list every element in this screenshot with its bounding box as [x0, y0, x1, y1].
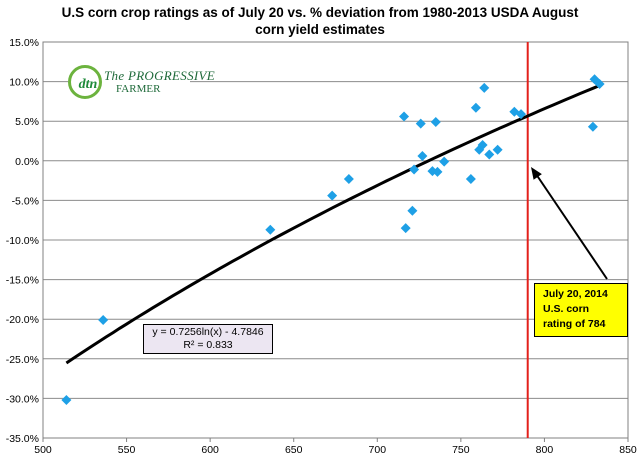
dtn-logo-mark: dtn [78, 77, 98, 92]
trendline-equation: y = 0.7256ln(x) - 4.7846 [152, 326, 264, 338]
data-point [492, 144, 503, 155]
chart-title: U.S corn crop ratings as of July 20 vs. … [20, 4, 620, 38]
callout-line3: rating of 784 [543, 318, 606, 330]
data-points [61, 74, 605, 405]
data-point [399, 111, 410, 122]
data-point [415, 118, 426, 129]
dtn-logo-icon: dtn [68, 65, 102, 99]
x-tick-label: 850 [619, 444, 637, 456]
data-point [430, 116, 441, 127]
y-tick-label: -5.0% [12, 195, 39, 207]
chart-title-line1: U.S corn crop ratings as of July 20 vs. … [61, 5, 579, 20]
data-point [432, 166, 443, 177]
y-tick-label: -10.0% [6, 235, 39, 247]
data-point [409, 164, 420, 175]
data-point [98, 314, 109, 325]
x-tick-label: 700 [369, 444, 387, 456]
y-axis-ticks: -35.0% -30.0% -25.0% -20.0% -15.0% -10.0% -5.0… [6, 37, 39, 445]
logo-text-line2: FARMER [116, 83, 161, 95]
data-point [439, 156, 450, 167]
data-point [343, 174, 354, 185]
callout-line1: July 20, 2014 [543, 288, 608, 300]
data-point [594, 78, 605, 89]
x-tick-label: 800 [536, 444, 554, 456]
dtn-progressive-farmer-logo: dtn The PROGRESSIVE FARMER [68, 64, 215, 102]
data-point [265, 224, 276, 235]
data-point [465, 174, 476, 185]
y-tick-label: -25.0% [6, 354, 39, 366]
x-tick-label: 550 [118, 444, 136, 456]
y-tick-label: 10.0% [9, 77, 39, 89]
data-point [484, 149, 495, 160]
data-point [477, 139, 488, 150]
y-tick-label: -20.0% [6, 314, 39, 326]
data-point [516, 109, 527, 120]
x-tick-label: 600 [201, 444, 219, 456]
trendline-equation-box: y = 0.7256ln(x) - 4.7846 R² = 0.833 [143, 324, 273, 354]
rating-callout-box: July 20, 2014 U.S. corn rating of 784 [534, 283, 628, 337]
trendline [65, 84, 601, 365]
x-axis-ticks: 500 550 600 650 700 750 800 850 [34, 438, 637, 456]
y-tick-label: -35.0% [6, 433, 39, 445]
r-squared: R² = 0.833 [183, 339, 233, 351]
y-tick-label: 0.0% [15, 156, 39, 168]
y-tick-label: 5.0% [15, 116, 39, 128]
data-point [470, 102, 481, 113]
data-point [61, 394, 72, 405]
logo-text-line1: The PROGRESSIVE [104, 68, 216, 83]
data-point [417, 151, 428, 162]
data-point [400, 223, 411, 234]
data-point [327, 190, 338, 201]
x-tick-label: 650 [285, 444, 303, 456]
callout-line2: U.S. corn [543, 303, 590, 315]
data-point [407, 205, 418, 216]
data-point [587, 121, 598, 132]
x-tick-label: 500 [34, 444, 52, 456]
chart-title-line2: corn yield estimates [255, 22, 385, 37]
y-tick-label: -15.0% [6, 275, 39, 287]
callout-arrow [531, 167, 608, 280]
y-tick-label: 15.0% [9, 37, 39, 49]
y-tick-label: -30.0% [6, 393, 39, 405]
data-point [479, 82, 490, 93]
plot-area [42, 41, 629, 439]
x-tick-label: 750 [452, 444, 470, 456]
